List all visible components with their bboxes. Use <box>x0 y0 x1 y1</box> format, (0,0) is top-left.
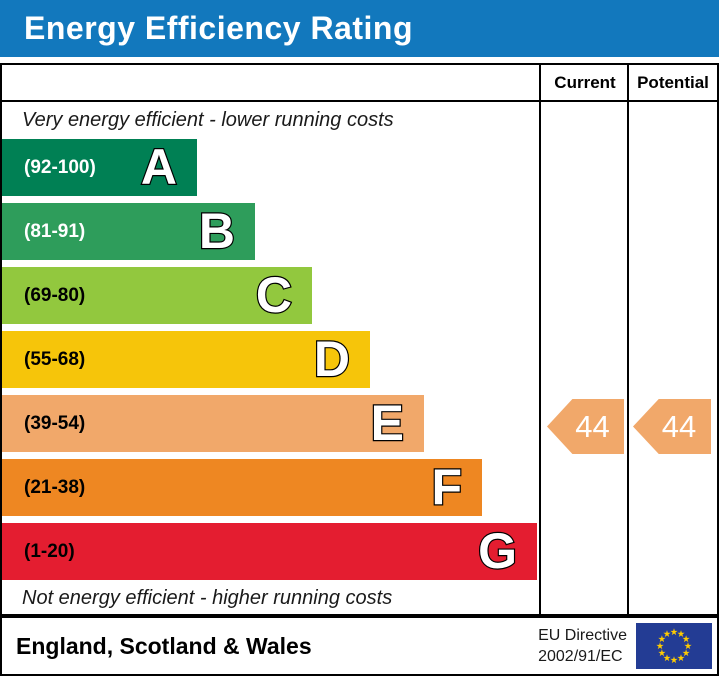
region-label: England, Scotland & Wales <box>16 633 312 659</box>
band-e-letter: E <box>369 394 405 452</box>
potential-rating-value: 44 <box>661 408 697 444</box>
band-f-range: (21-38) <box>24 476 86 498</box>
potential-column-divider <box>627 65 629 614</box>
band-g: (1-20) G <box>2 522 537 580</box>
band-g-range: (1-20) <box>24 540 75 562</box>
band-d-range: (55-68) <box>24 348 86 370</box>
eu-flag-icon <box>636 623 712 669</box>
rating-table: Current Potential Very energy efficient … <box>0 63 719 616</box>
band-d-letter: D <box>313 330 352 388</box>
rating-bands: (92-100) A (81-91) B (69-80) C (55-68) D… <box>2 138 537 587</box>
band-a-range: (92-100) <box>24 156 96 178</box>
band-g-letter: G <box>477 522 518 580</box>
current-rating-value: 44 <box>575 408 610 444</box>
band-c-range: (69-80) <box>24 284 86 306</box>
band-e-range: (39-54) <box>24 412 86 434</box>
band-f: (21-38) F <box>2 458 482 516</box>
eu-directive-label: EU Directive 2002/91/EC <box>538 625 627 667</box>
band-c-letter: C <box>255 266 294 324</box>
band-b: (81-91) B <box>2 202 255 260</box>
current-column-header: Current <box>554 73 616 92</box>
eu-directive-line2: 2002/91/EC <box>538 648 623 665</box>
title-bar: Energy Efficiency Rating <box>0 0 719 57</box>
band-c: (69-80) C <box>2 266 312 324</box>
current-column-divider <box>539 65 541 614</box>
eu-directive-line1: EU Directive <box>538 627 627 644</box>
page-title: Energy Efficiency Rating <box>24 10 413 46</box>
bottom-note: Not energy efficient - higher running co… <box>22 587 393 609</box>
band-f-letter: F <box>430 458 463 516</box>
potential-column-header: Potential <box>637 73 709 92</box>
band-a: (92-100) A <box>2 138 197 196</box>
top-note: Very energy efficient - lower running co… <box>22 109 394 131</box>
band-b-range: (81-91) <box>24 220 86 242</box>
band-b-letter: B <box>198 202 237 260</box>
header-divider-line <box>2 100 717 102</box>
band-d: (55-68) D <box>2 330 370 388</box>
band-a-letter: A <box>140 138 179 196</box>
potential-rating-arrow: 44 <box>633 399 711 454</box>
band-e: (39-54) E <box>2 394 424 452</box>
current-rating-arrow: 44 <box>547 399 624 454</box>
footer: England, Scotland & Wales EU Directive 2… <box>0 616 719 676</box>
